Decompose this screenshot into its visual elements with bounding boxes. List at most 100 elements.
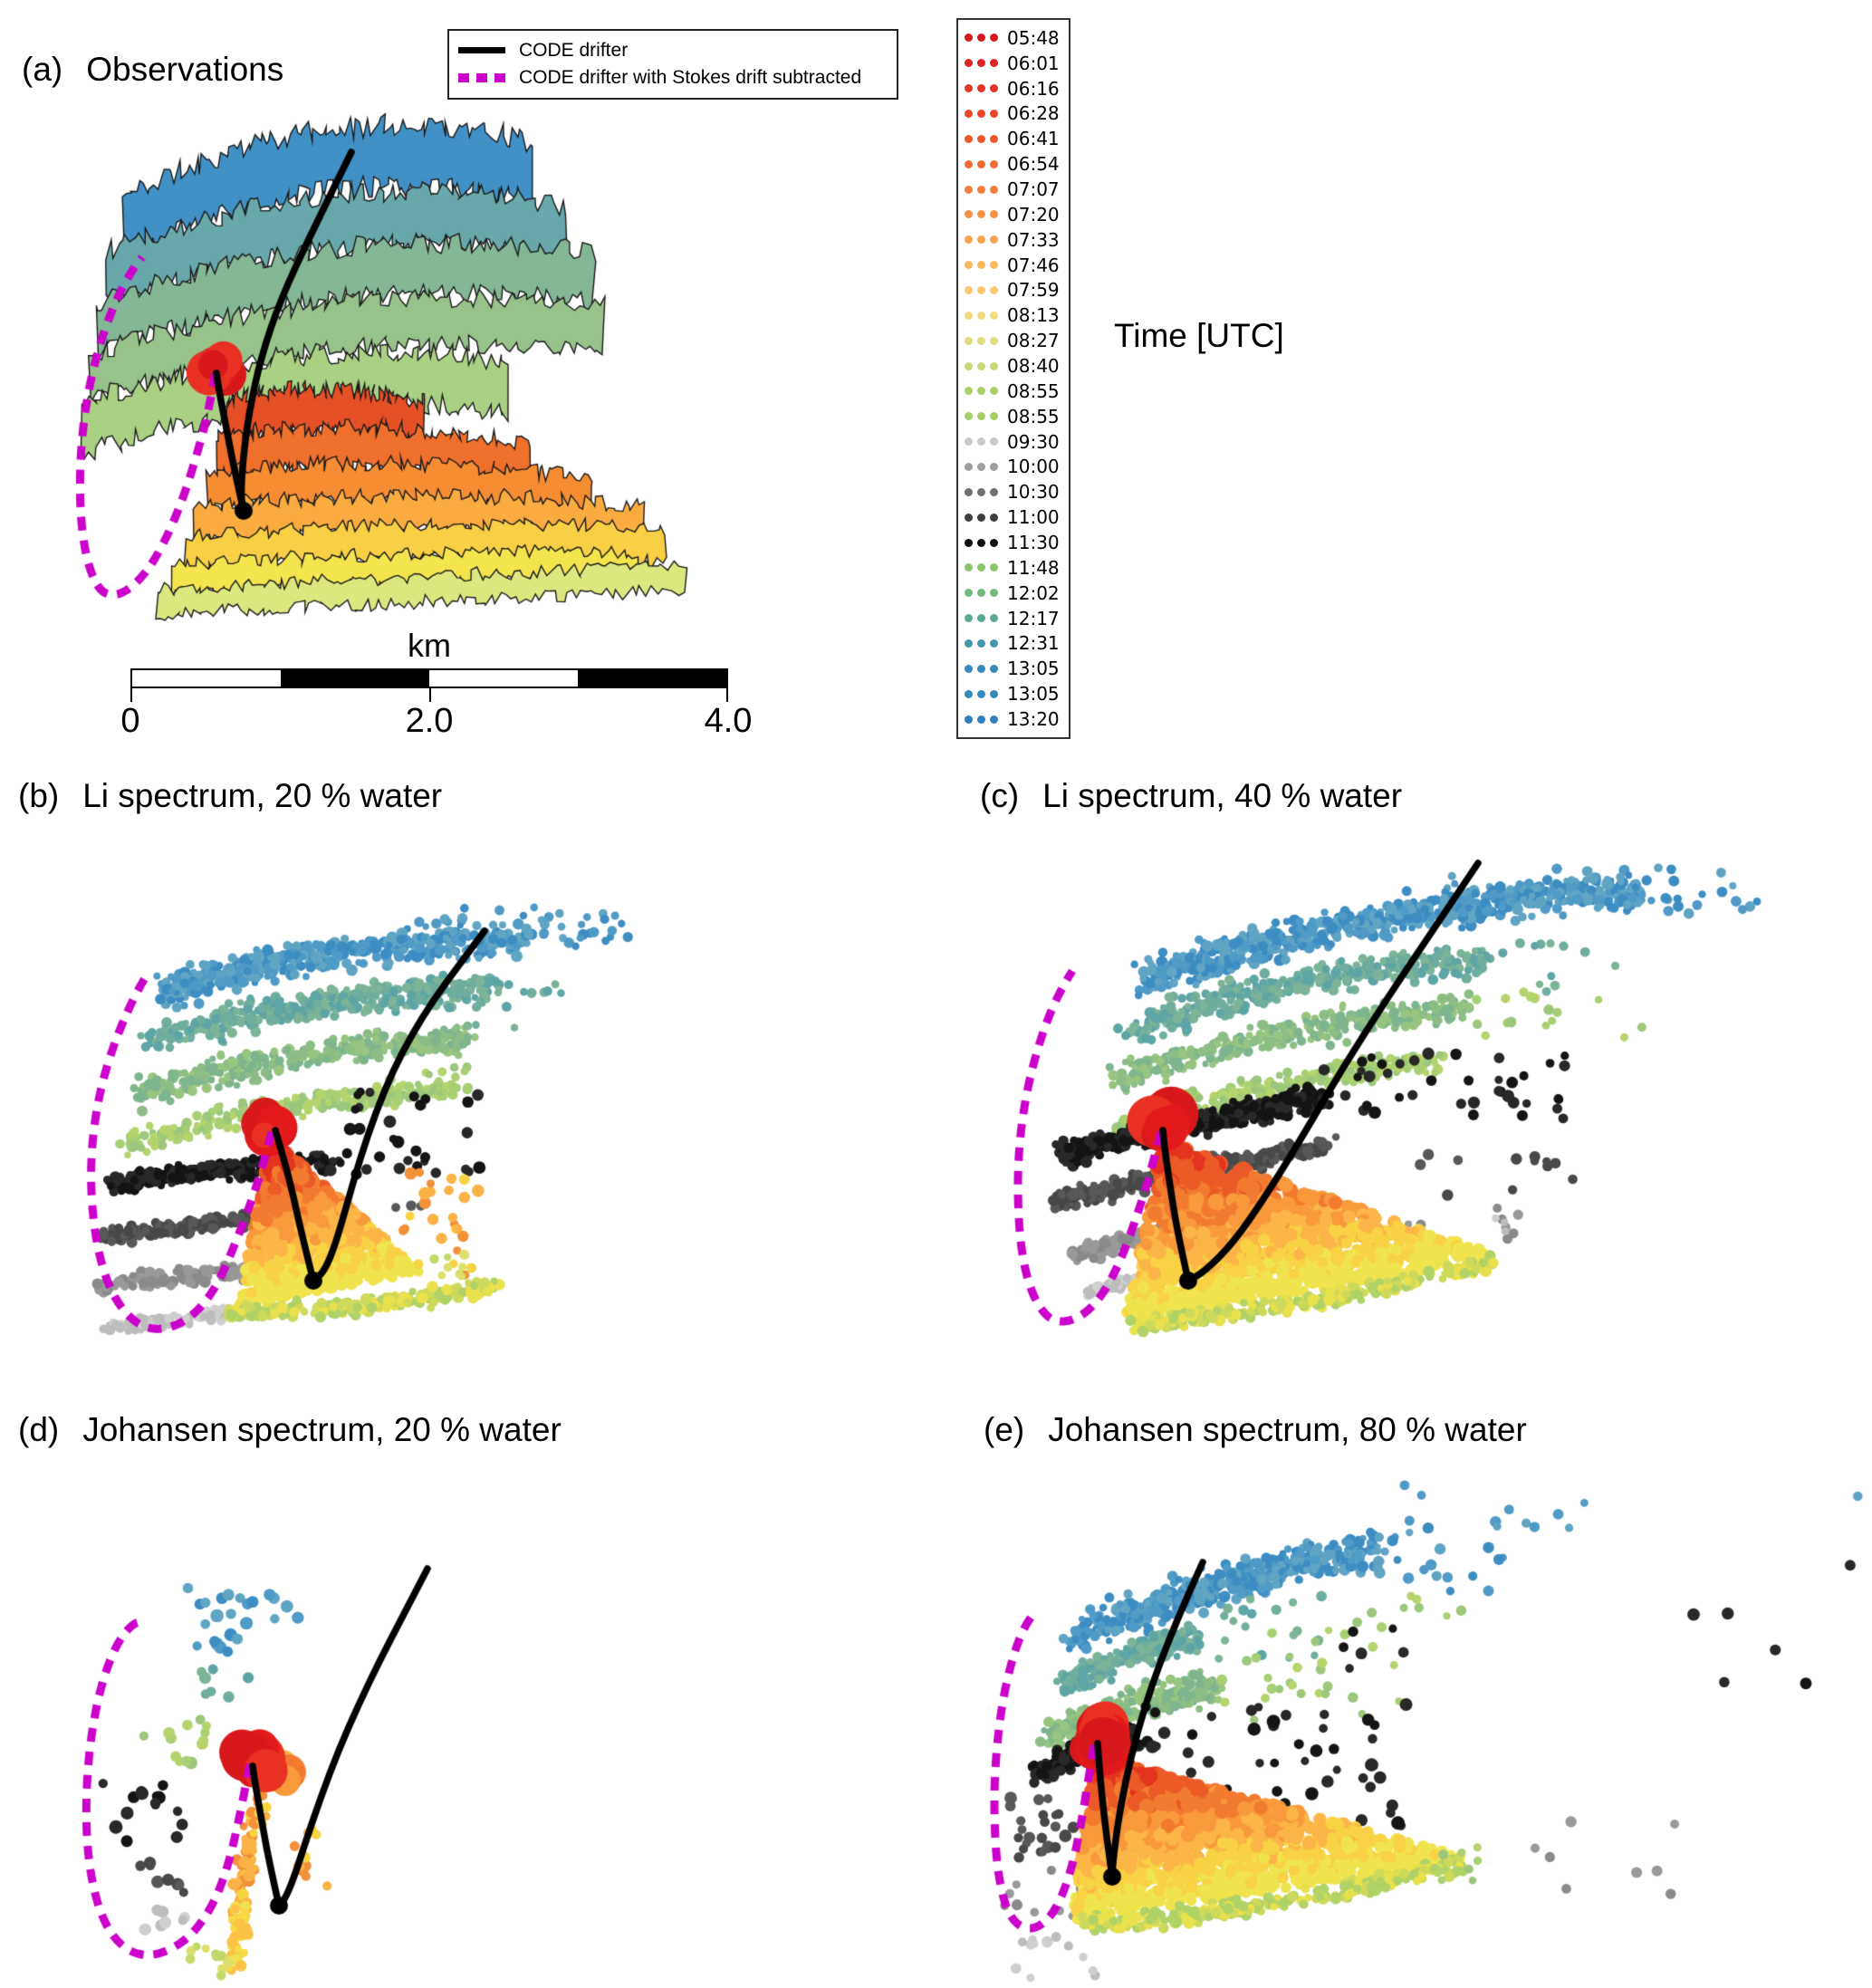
panel-c-title: (c) Li spectrum, 40 % water [980,777,1402,815]
time-legend-dots [965,412,998,421]
time-dot-icon [977,589,985,598]
time-legend-dots [965,159,998,168]
time-legend-label: 06:28 [1007,102,1060,125]
time-dot-icon [965,235,973,245]
scale-bar-segment [132,670,281,687]
time-legend-entry: 05:48 [965,27,1062,49]
panel-b-tag: (b) [18,777,60,814]
time-dot-icon [965,487,973,496]
time-legend-label: 06:01 [1007,52,1060,74]
panel-b-title: (b) Li spectrum, 20 % water [18,777,442,815]
scale-bar-segment [578,670,726,687]
time-legend-dots [965,185,998,194]
time-dot-icon [990,185,998,194]
time-dot-icon [965,614,973,623]
time-legend: 05:48 06:01 06:16 06:28 06:41 06:54 07:07 07:20… [956,18,1070,739]
time-legend-dots [965,134,998,143]
time-legend-dots [965,664,998,673]
scale-bar-segment [281,670,429,687]
time-legend-dots [965,361,998,370]
time-legend-label: 12:31 [1007,632,1060,655]
time-legend-dots [965,210,998,219]
time-legend-entry: 07:33 [965,229,1062,251]
time-legend-dots [965,513,998,522]
time-dot-icon [977,563,985,572]
time-dot-icon [977,639,985,648]
line-legend-label: CODE drifter with Stokes drift subtracte… [519,67,862,89]
time-legend-entry: 08:27 [965,330,1062,351]
time-dot-icon [965,134,973,143]
time-dot-icon [990,134,998,143]
time-legend-entry: 06:54 [965,153,1062,175]
time-dot-icon [977,134,985,143]
time-dot-icon [990,361,998,370]
time-dot-icon [977,210,985,219]
time-legend-entry: 11:30 [965,532,1062,553]
time-dot-icon [977,437,985,447]
time-legend-entry: 07:46 [965,255,1062,276]
time-legend-label: 08:40 [1007,355,1060,378]
time-legend-label: 09:30 [1007,430,1060,453]
time-legend-entry: 06:28 [965,102,1062,124]
time-dot-icon [965,261,973,270]
time-legend-dots [965,387,998,396]
time-dot-icon [990,639,998,648]
time-dot-icon [990,563,998,572]
panel-d-title: (d) Johansen spectrum, 20 % water [18,1411,562,1449]
time-legend-entry: 12:31 [965,632,1062,654]
time-legend-entry: 10:00 [965,456,1062,477]
time-legend-entry: 06:01 [965,53,1062,74]
panel-d-label: Johansen spectrum, 20 % water [82,1411,562,1448]
time-dot-icon [977,34,985,43]
line-legend-label: CODE drifter [519,39,629,61]
time-legend-dots [965,109,998,118]
scale-bar-labels: 0 2.0 4.0 [120,702,752,742]
time-legend-dots [965,563,998,572]
time-legend-label: 11:00 [1007,506,1060,529]
time-dot-icon [990,210,998,219]
time-dot-icon [990,437,998,447]
time-dot-icon [977,59,985,68]
time-dot-icon [965,513,973,522]
time-dot-icon [990,311,998,320]
panel-b-label: Li spectrum, 20 % water [82,777,443,814]
time-legend-entry: 09:30 [965,431,1062,453]
time-legend-dots [965,34,998,43]
time-legend-label: 08:55 [1007,405,1060,427]
time-dot-icon [965,387,973,396]
scale-bar-tick [130,688,132,702]
time-legend-entry: 13:20 [965,708,1062,730]
time-legend-dots [965,59,998,68]
time-dot-icon [990,159,998,168]
time-dot-icon [977,412,985,421]
time-legend-label: 08:13 [1007,304,1060,327]
time-legend-label: 07:46 [1007,254,1060,276]
time-dot-icon [965,412,973,421]
time-legend-entry: 10:30 [965,481,1062,503]
time-dot-icon [977,84,985,93]
time-dot-icon [965,462,973,471]
panel-c-tag: (c) [980,777,1020,814]
time-legend-dots [965,689,998,698]
time-legend-label: 05:48 [1007,26,1060,49]
time-legend-dots [965,487,998,496]
time-legend-label: 13:05 [1007,658,1060,680]
time-dot-icon [990,84,998,93]
line-legend-item-stokes-subtracted: CODE drifter with Stokes drift subtracte… [458,67,888,89]
scale-tick-label: 4.0 [704,702,753,740]
time-dot-icon [965,664,973,673]
time-legend-dots [965,261,998,270]
time-legend-entry: 08:13 [965,304,1062,326]
time-dot-icon [977,538,985,547]
time-dot-icon [990,235,998,245]
time-legend-entry: 08:55 [965,406,1062,427]
time-dot-icon [977,235,985,245]
time-legend-label: 06:16 [1007,77,1060,100]
time-legend-dots [965,639,998,648]
time-dot-icon [990,664,998,673]
time-legend-entry: 13:05 [965,658,1062,679]
time-legend-label: 06:54 [1007,153,1060,176]
time-legend-entry: 08:40 [965,355,1062,377]
time-legend-label: 10:30 [1007,481,1060,504]
time-dot-icon [990,589,998,598]
